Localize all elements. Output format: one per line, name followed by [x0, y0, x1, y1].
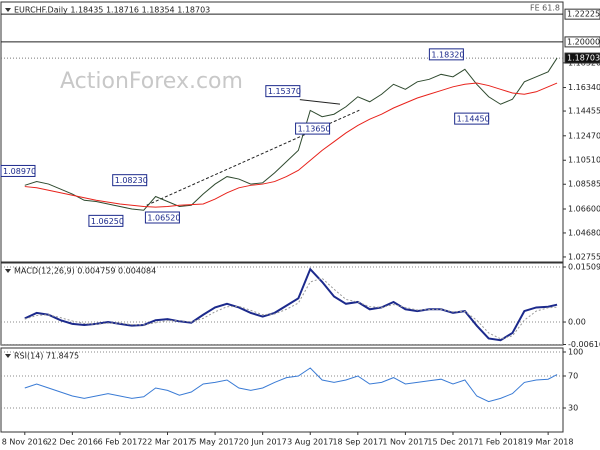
y-tick-label: 1.16340: [568, 83, 600, 92]
annotation-label: 1.13650: [298, 125, 331, 134]
y-tick-label: 1.06600: [568, 205, 600, 214]
annotation-box: [0, 164, 36, 177]
y-tick-label: -0.006163: [568, 340, 600, 349]
series-line: [24, 57, 558, 211]
x-tick-label: 1 Nov 2017: [382, 438, 428, 447]
level-box: [564, 52, 600, 64]
x-tick-label: 15 Dec 2017: [427, 438, 478, 447]
panel-frame: [0, 1, 564, 263]
series-line: [24, 367, 558, 403]
x-tick-label: 3 Aug 2017: [287, 438, 333, 447]
x-tick-label: 22 Mar 2017: [142, 438, 193, 447]
title-icon: [5, 8, 11, 12]
annotation-label: 1.15370: [268, 87, 301, 96]
annotation-label: 1.14450: [457, 115, 490, 124]
annotation-box: [88, 214, 124, 227]
series-line: [24, 267, 558, 342]
y-tick-label: 100: [568, 348, 583, 357]
series-line: [24, 82, 558, 208]
annotation-box: [265, 85, 301, 98]
trendline: [146, 109, 360, 206]
annotation-label: 1.08970: [3, 167, 36, 176]
panel-title: MACD(12,26,9) 0.004759 0.004084: [14, 267, 156, 276]
title-icon: [5, 354, 11, 358]
x-tick-label: 6 Feb 2017: [98, 438, 143, 447]
annotation-label: 1.06250: [91, 217, 124, 226]
annotation-box: [112, 174, 148, 187]
level-label: 1.20000: [567, 37, 600, 46]
panel-title: RSI(14) 71.8475: [14, 352, 79, 361]
y-tick-label: 0.00: [568, 318, 586, 327]
level-box: [564, 8, 600, 20]
panel-frame: [0, 262, 564, 346]
series-line: [24, 277, 558, 340]
y-tick-label: 1.10510: [568, 156, 600, 165]
annotation-label: 1.18320: [431, 50, 464, 59]
x-tick-label: 1 Feb 2018: [478, 438, 523, 447]
annotation-label: 1.08230: [115, 176, 148, 185]
x-tick-label: 22 Dec 2016: [47, 438, 98, 447]
annotation-box: [144, 211, 180, 224]
annotation-box: [454, 112, 490, 125]
panel-frame: [0, 347, 564, 433]
x-tick-label: 5 May 2017: [192, 438, 239, 447]
title-icon: [5, 269, 11, 273]
y-tick-label: 0.015092: [568, 263, 600, 272]
trendline: [299, 99, 341, 105]
annotation-label: 1.06520: [147, 214, 180, 223]
level-label: 1.22225: [567, 10, 600, 19]
y-tick-label: 1.02755: [568, 252, 600, 261]
panel-title: EURCHF.Daily 1.18435 1.18716 1.18354 1.1…: [14, 6, 210, 15]
y-tick-label: 1.14455: [568, 107, 600, 116]
level-label: 1.18703: [567, 54, 600, 63]
level-box: [564, 36, 600, 48]
y-tick-label: 70: [568, 372, 578, 381]
y-tick-label: 30: [568, 404, 578, 413]
y-tick-label: 1.08585: [568, 180, 600, 189]
annotation-box: [428, 48, 464, 61]
x-tick-label: 8 Nov 2016: [2, 438, 48, 447]
annotation-box: [295, 122, 331, 135]
x-tick-label: 18 Sep 2017: [332, 438, 383, 447]
watermark: ActionForex.com: [60, 69, 243, 94]
y-tick-label: 1.04680: [568, 228, 600, 237]
y-tick-label: 1.12470: [568, 131, 600, 140]
x-tick-label: 20 Jun 2017: [239, 438, 287, 447]
level-note: FE 61.8: [530, 4, 560, 13]
x-tick-label: 19 Mar 2018: [523, 438, 574, 447]
